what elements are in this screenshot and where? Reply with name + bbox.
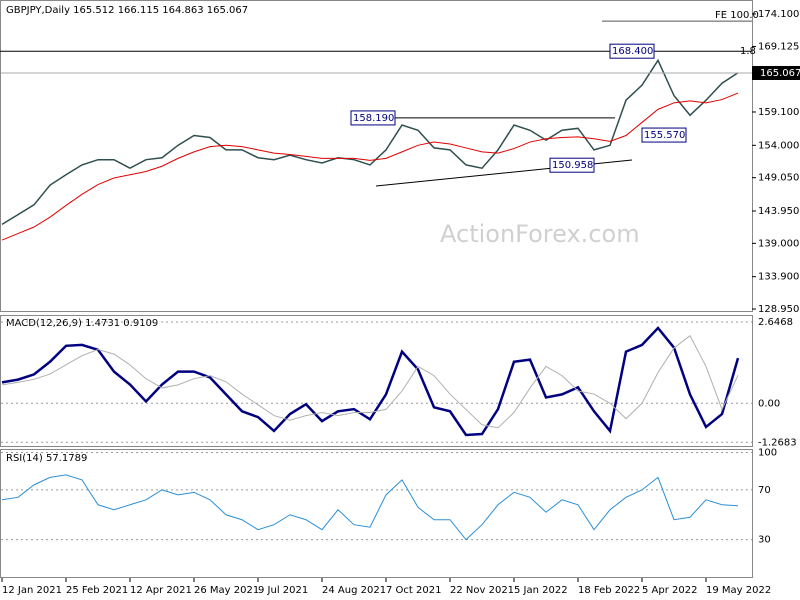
series-line — [1, 92, 739, 241]
x-tick-label: 25 Feb 2021 — [66, 585, 128, 596]
y-tick-label: 139.000 — [758, 238, 799, 249]
annotation-label: 1.8 — [740, 46, 756, 57]
x-tick-label: 18 Feb 2022 — [578, 585, 640, 596]
y-tick-label: 0.00 — [758, 398, 780, 409]
series-line — [1, 474, 739, 541]
annotation-label: 158.190 — [353, 113, 394, 124]
y-tick-label: 159.100 — [758, 107, 799, 118]
y-tick-label: 70 — [758, 485, 771, 496]
annotation-box — [641, 127, 687, 143]
y-tick-label: 169.125 — [758, 41, 799, 52]
y-tick-label: 143.950 — [758, 206, 799, 217]
x-tick-label: 5 Jan 2022 — [514, 585, 568, 596]
current-price-label: 165.067 — [760, 68, 800, 79]
annotation-label: 150.958 — [552, 160, 593, 171]
price-frame — [0, 0, 753, 312]
x-tick-label: 24 Aug 2021 — [322, 585, 386, 596]
x-tick-label: 5 Apr 2022 — [642, 585, 697, 596]
y-tick-label: 100 — [758, 447, 777, 458]
x-tick-label: 7 Oct 2021 — [386, 585, 441, 596]
macd-frame — [0, 315, 753, 447]
x-tick-label: 26 May 2021 — [194, 585, 259, 596]
y-tick-label: 133.900 — [758, 272, 799, 283]
current-price-tag — [752, 65, 800, 80]
y-tick-label: 174.100 — [758, 9, 799, 20]
y-tick-label: 2.6468 — [758, 317, 793, 328]
y-tick-label: -1.2683 — [758, 437, 797, 448]
x-tick-label: 22 Nov 2021 — [450, 585, 514, 596]
series-line — [1, 58, 739, 226]
y-tick-label: 154.000 — [758, 140, 799, 151]
x-tick-label: 19 May 2022 — [706, 585, 771, 596]
annotation-label: FE 100.0 — [715, 10, 759, 21]
rsi-title: RSI(14) 57.1789 — [6, 453, 87, 464]
x-tick-label: 9 Jul 2021 — [258, 585, 308, 596]
annotation-label: 168.400 — [612, 46, 653, 57]
y-tick-label: 149.050 — [758, 173, 799, 184]
annotation-box — [549, 157, 595, 173]
price-title: GBPJPY,Daily 165.512 166.115 164.863 165… — [6, 5, 248, 16]
macd-title: MACD(12,26,9) 1.4731 0.9109 — [6, 318, 158, 329]
annotation-box — [350, 110, 396, 126]
series-line — [1, 326, 740, 437]
watermark: ActionForex.com — [440, 220, 640, 248]
annotation-box — [609, 43, 655, 59]
annotation-label: 155.570 — [644, 130, 685, 141]
series-line — [1, 334, 739, 429]
x-tick-label: 12 Jan 2021 — [2, 585, 62, 596]
x-tick-label: 12 Apr 2021 — [130, 585, 192, 596]
rsi-frame — [0, 449, 753, 578]
y-tick-label: 128.950 — [758, 304, 799, 315]
y-tick-label: 30 — [758, 535, 771, 546]
